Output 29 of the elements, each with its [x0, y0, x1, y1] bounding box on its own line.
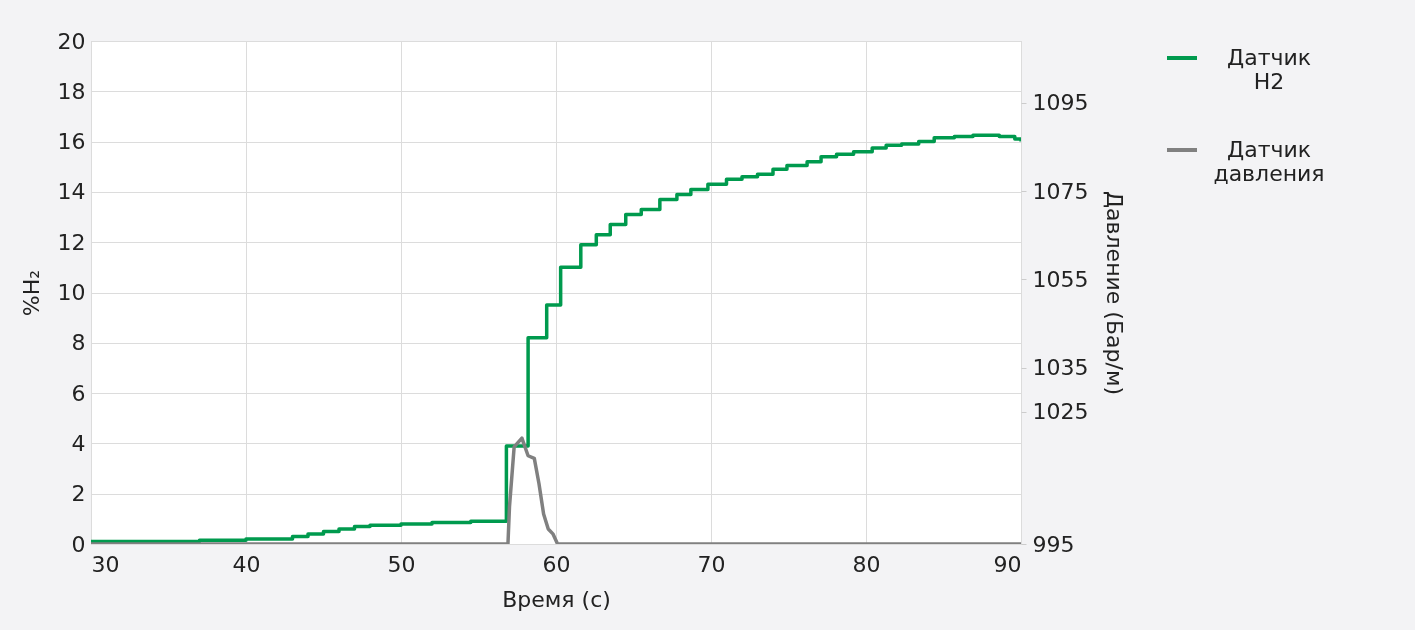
- y-tick-label: 18: [57, 78, 86, 104]
- y2-tick-label: 1095: [1032, 90, 1089, 116]
- x-tick-label: 80: [852, 551, 881, 577]
- x-tick-label: 40: [232, 551, 261, 577]
- y-tick-label: 6: [71, 380, 86, 406]
- y2-axis-title: Давление (Бар/м): [1102, 190, 1128, 396]
- x-tick-label: 50: [387, 551, 416, 577]
- legend-label: Датчик H2: [1226, 45, 1312, 94]
- y-tick-label: 8: [71, 330, 86, 356]
- y-tick-label: 20: [57, 28, 86, 54]
- y2-tick-label: 1035: [1032, 355, 1089, 381]
- y2-tick-label: 1055: [1032, 266, 1089, 292]
- y2-tick-label: 1075: [1032, 178, 1089, 204]
- y-tick-label: 0: [71, 531, 86, 557]
- x-axis-title: Время (с): [502, 586, 611, 612]
- y-tick-label: 12: [57, 229, 86, 255]
- x-tick-label: 70: [697, 551, 726, 577]
- y-tick-label: 14: [57, 179, 86, 205]
- y-axis-title: %H₂: [18, 269, 44, 317]
- legend-label: Датчик давления: [1213, 137, 1325, 186]
- x-tick-label: 90: [993, 551, 1022, 577]
- y2-tick-label: 995: [1032, 531, 1075, 557]
- x-tick-label: 60: [542, 551, 571, 577]
- y-tick-label: 4: [71, 430, 86, 456]
- y-tick-label: 10: [57, 280, 86, 305]
- y-tick-label: 2: [71, 481, 86, 507]
- y-tick-label: 16: [57, 129, 86, 155]
- y2-tick-label: 1025: [1032, 399, 1089, 425]
- x-tick-label: 30: [91, 551, 120, 577]
